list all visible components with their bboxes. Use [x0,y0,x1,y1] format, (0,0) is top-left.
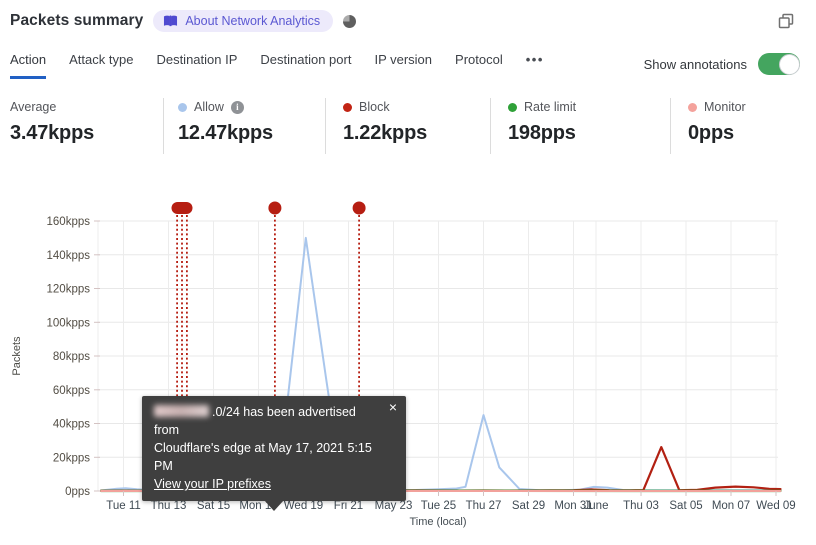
x-tick-label: Thu 13 [151,500,187,512]
x-tick-label: Mon 31 [554,500,592,512]
x-tick-label: Fri 21 [334,500,363,512]
stat-value: 3.47kpps [10,122,95,144]
x-tick-label: Sat 05 [669,500,702,512]
redacted-prefix [154,405,209,417]
stat-divider [670,98,671,154]
x-tick-label: Wed 09 [756,500,795,512]
x-tick-label: Wed 19 [284,500,323,512]
y-tick-label: 40kpps [53,419,90,431]
tabs-overflow-button[interactable]: ••• [525,52,544,67]
stat-label: Average [10,100,57,114]
tooltip-line1: .0/24 has been advertised from [154,405,356,437]
grid-layer [97,220,778,492]
y-axis-title: Packets [11,336,23,376]
tab-protocol[interactable]: Protocol [455,52,503,67]
stat-label: Block [359,100,390,114]
x-tick-label: Thu 27 [466,500,502,512]
tooltip-line2: Cloudflare's edge at May 17, 2021 5:15 P… [154,441,372,473]
x-tick-label: Thu 03 [623,500,659,512]
x-tick-label: May 23 [375,500,413,512]
x-tick-label: Tue 25 [421,500,456,512]
packets-time-series-chart: 0pps 20kpps 40kpps 60kpps 80kpps 100kpps 120kp… [11,201,796,528]
monitor-legend-dot [688,102,697,112]
y-tick-label: 120kpps [47,284,91,296]
tab-destination-port[interactable]: Destination port [260,52,352,67]
stat-label: Allow [194,100,224,114]
rate-limit-legend-dot [508,102,517,112]
stat-value: 12.47kpps [178,122,273,144]
y-tick-label: 160kpps [47,216,91,228]
x-tick-label: Tue 11 [106,500,141,512]
stat-monitor: Monitor 0pps [688,99,746,145]
allow-legend-dot [178,102,187,112]
view-ip-prefixes-link[interactable]: View your IP prefixes [154,477,271,491]
show-annotations-toggle[interactable] [758,53,800,75]
about-network-analytics-link[interactable]: About Network Analytics [153,10,334,32]
book-icon [164,15,178,27]
y-tick-label: 20kpps [53,452,90,464]
y-tick-label: 60kpps [53,385,90,397]
tab-action[interactable]: Action [10,52,47,79]
y-tick-label: 100kpps [47,317,91,329]
header: Packets summary About Network Analytics [10,10,357,32]
stat-value: 1.22kpps [343,122,428,144]
stat-divider [490,98,491,154]
page-title: Packets summary [10,12,144,29]
show-annotations-control: Show annotations [644,53,800,75]
annotation-cluster-marker[interactable] [171,202,193,214]
tooltip-close-icon[interactable]: × [388,399,397,415]
stat-rate-limit: Rate limit 198pps [508,99,576,145]
stat-label: Rate limit [524,100,577,114]
stat-divider [163,98,164,154]
toggle-knob [778,53,800,75]
tooltip-caret [264,500,284,511]
y-tick-label: 140kpps [47,250,91,262]
info-icon[interactable]: i [230,100,244,114]
annotation-tooltip: × .0/24 has been advertised from Cloudfl… [142,396,406,511]
open-window-icon[interactable] [778,13,794,29]
annotation-marker[interactable] [268,201,282,215]
stat-value: 0pps [688,122,734,144]
stat-average: Average 3.47kpps [10,99,94,145]
block-legend-dot [343,102,352,112]
stat-block: Block 1.22kpps [343,99,427,145]
stat-value: 198pps [508,122,576,144]
tab-destination-ip[interactable]: Destination IP [156,52,238,67]
x-tick-label: June [584,500,609,512]
about-label: About Network Analytics [185,14,321,28]
y-tick-label: 0pps [65,486,90,498]
pie-status-icon [343,14,357,28]
tab-ip-version[interactable]: IP version [374,52,433,67]
stat-label: Monitor [704,100,746,114]
show-annotations-label: Show annotations [643,56,747,72]
x-axis-title: Time (local) [409,516,466,528]
tab-bar: Action Attack type Destination IP Destin… [10,52,544,79]
x-tick-label: Sat 15 [197,500,230,512]
tab-attack-type[interactable]: Attack type [69,52,134,67]
y-tick-label: 80kpps [53,351,90,363]
x-tick-label: Mon 07 [712,500,750,512]
annotation-marker[interactable] [352,201,366,215]
stat-divider [325,98,326,154]
x-tick-label: Sat 29 [512,500,545,512]
stat-allow: Allow i 12.47kpps [178,99,273,145]
